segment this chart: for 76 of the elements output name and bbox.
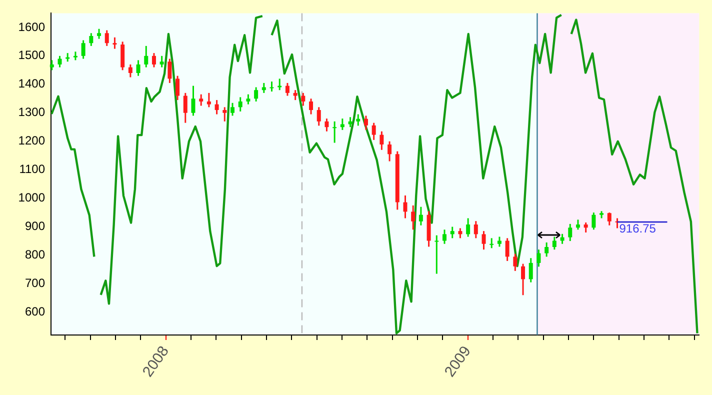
candlestick [136,59,140,77]
candlestick [285,82,290,97]
candlestick [104,30,109,47]
candlestick [58,55,62,68]
candlestick [442,228,447,245]
candlestick [160,55,164,68]
y-tick-label: 900 [24,219,46,234]
candlestick [199,94,204,107]
candlestick [112,36,117,50]
y-tick-label: 1600 [18,20,46,34]
candlestick [214,99,219,116]
y-tick-label: 1200 [18,134,46,148]
candlestick [270,80,274,92]
candlestick [222,106,227,122]
candlestick [246,94,250,106]
candlestick [505,237,510,262]
y-tick-label: 1300 [18,105,46,120]
candlestick [168,58,172,84]
y-tick-label: 600 [24,304,46,319]
candlestick [568,223,572,242]
candlestick [191,85,196,116]
annotation: 916.75 [619,221,656,236]
candlestick [81,40,86,60]
candlestick [528,257,533,284]
y-tick-label: 1000 [18,190,46,205]
candlestick [521,263,526,296]
candlestick [482,230,486,250]
candlestick [490,237,494,249]
candlestick [144,45,148,68]
candlestick [50,59,54,71]
candlestick [380,130,384,151]
candlestick [206,92,211,108]
candlestick [544,242,549,258]
candlestick [513,253,518,272]
candlestick [388,140,392,162]
candlestick [348,116,352,128]
candlestick [450,226,454,239]
candlestick [152,52,156,68]
y-tick-label: 1400 [18,76,46,91]
candlestick [89,32,94,47]
y-tick-label: 700 [24,276,46,290]
candlestick [324,118,329,132]
candlestick [230,102,234,116]
candlestick [183,92,188,124]
candlestick [309,98,314,116]
candlestick [372,122,376,141]
candlestick [576,218,580,230]
candlestick [458,227,462,239]
candlestick [238,96,242,112]
candlestick [97,28,102,40]
candlestick [293,89,298,101]
y-tick-label: 1100 [19,162,46,176]
candlestick [316,106,321,126]
candlestick [364,114,368,131]
candlestick [403,194,408,219]
candlestick [418,206,423,226]
candlestick [332,120,337,144]
candlestick [176,75,180,101]
candlestick [301,92,306,107]
candlestick [466,217,470,238]
candlestick [411,204,416,230]
candlestick [607,212,612,226]
candlestick [552,236,556,250]
candlestick [592,212,596,230]
candlestick [262,82,266,94]
candlestick [497,236,502,248]
candlestick [356,114,360,126]
candlestick [254,86,258,102]
y-tick-label: 1500 [18,48,46,62]
y-tick-label: 800 [24,248,46,262]
candlestick [474,220,478,239]
candlestick [584,222,588,234]
candlestick [434,234,439,275]
candlestick [536,248,541,268]
candlestick [128,64,132,78]
candlestick [120,40,125,71]
